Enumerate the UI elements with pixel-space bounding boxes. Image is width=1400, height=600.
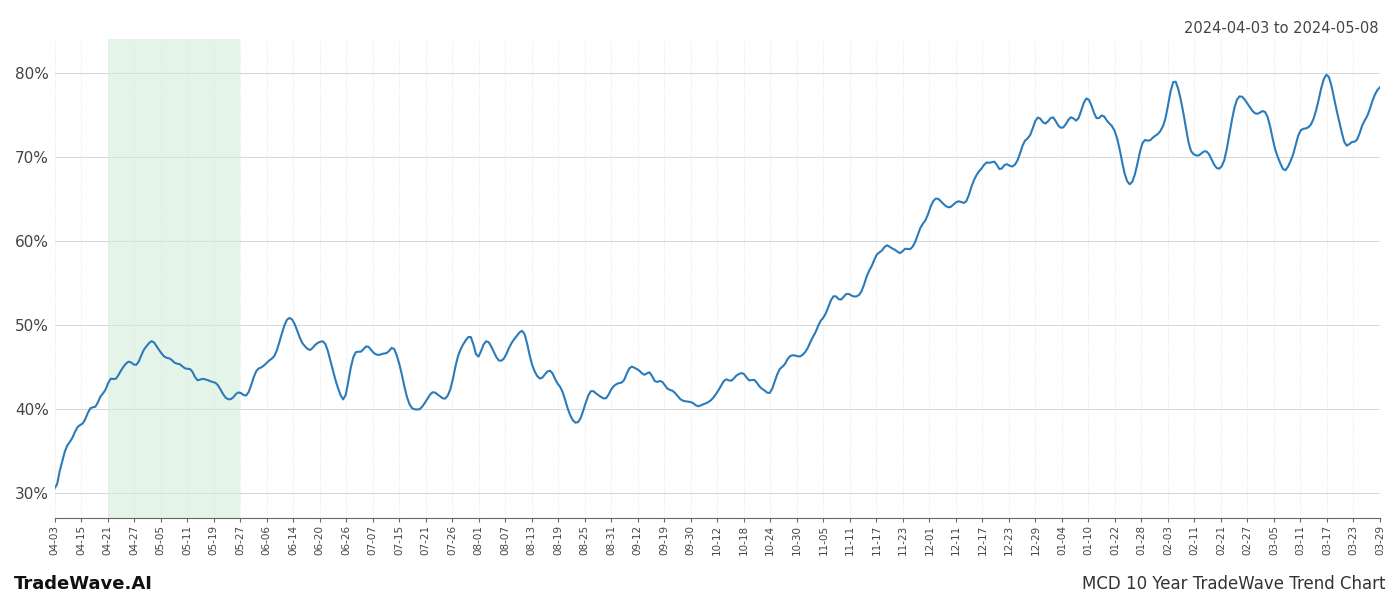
Text: TradeWave.AI: TradeWave.AI	[14, 575, 153, 593]
Text: 2024-04-03 to 2024-05-08: 2024-04-03 to 2024-05-08	[1184, 21, 1379, 36]
Text: MCD 10 Year TradeWave Trend Chart: MCD 10 Year TradeWave Trend Chart	[1082, 575, 1386, 593]
Bar	[108, 39, 241, 518]
